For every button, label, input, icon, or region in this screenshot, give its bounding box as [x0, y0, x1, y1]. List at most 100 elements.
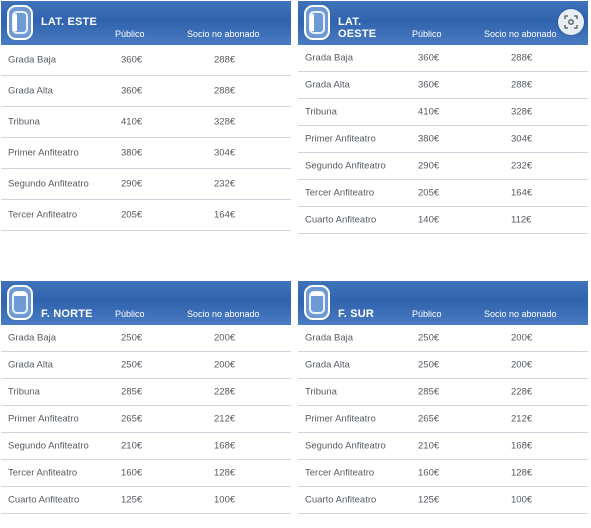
- price-socio: 100€: [511, 494, 533, 506]
- table-row: Segundo Anfiteatro 290€ 232€: [1, 169, 291, 200]
- zone-name: Tribuna: [305, 106, 337, 118]
- price-publico: 360€: [418, 52, 440, 64]
- table-row: Primer Anfiteatro 265€ 212€: [1, 406, 291, 433]
- price-publico: 140€: [418, 214, 440, 226]
- price-publico: 360€: [121, 54, 143, 66]
- stadium-icon: [7, 5, 33, 40]
- price-publico: 125€: [418, 494, 440, 506]
- price-publico: 285€: [121, 386, 143, 398]
- panel-title: F. NORTE: [41, 308, 93, 320]
- table-row: Segundo Anfiteatro 290€ 232€: [298, 153, 588, 180]
- price-publico: 290€: [418, 160, 440, 172]
- price-publico: 210€: [121, 440, 143, 452]
- price-publico: 360€: [418, 79, 440, 91]
- price-publico: 380€: [418, 133, 440, 145]
- table-row: Grada Alta 250€ 200€: [298, 352, 588, 379]
- zone-name: Segundo Anfiteatro: [305, 440, 386, 452]
- table-row: Cuarto Anfiteatro 125€ 100€: [298, 487, 588, 514]
- price-socio: 232€: [214, 178, 236, 190]
- zone-name: Tercer Anfiteatro: [8, 467, 78, 479]
- table-row: Grada Alta 360€ 288€: [1, 76, 291, 107]
- zone-name: Cuarto Anfiteatro: [305, 494, 377, 506]
- table-row: Cuarto Anfiteatro 125€ 100€: [1, 487, 291, 514]
- price-socio: 200€: [214, 332, 236, 344]
- visual-search-icon: [564, 15, 578, 29]
- panel-title: F. SUR: [338, 308, 375, 320]
- price-socio: 288€: [214, 85, 236, 97]
- zone-name: Tribuna: [8, 116, 40, 128]
- zone-name: Segundo Anfiteatro: [8, 178, 89, 190]
- table-row: Grada Alta 360€ 288€: [298, 72, 588, 99]
- column-header-publico: Público: [412, 29, 442, 39]
- zone-name: Primer Anfiteatro: [305, 133, 376, 145]
- zone-name: Primer Anfiteatro: [8, 147, 79, 159]
- zone-name: Grada Alta: [8, 359, 53, 371]
- price-panel-f-norte: F. NORTE Público Socio no abonado Grada …: [1, 281, 291, 514]
- price-socio: 288€: [511, 52, 533, 64]
- price-publico: 210€: [418, 440, 440, 452]
- price-socio: 168€: [214, 440, 236, 452]
- panel-header: LAT. OESTE Público Socio no abonado: [298, 1, 588, 45]
- table-row: Grada Baja 250€ 200€: [298, 325, 588, 352]
- price-publico: 250€: [121, 332, 143, 344]
- price-publico: 410€: [121, 116, 143, 128]
- table-row: Grada Baja 360€ 288€: [298, 45, 588, 72]
- zone-name: Cuarto Anfiteatro: [8, 494, 80, 506]
- price-socio: 328€: [214, 116, 236, 128]
- panel-header: LAT. ESTE Público Socio no abonado: [1, 1, 291, 45]
- price-publico: 380€: [121, 147, 143, 159]
- price-socio: 200€: [511, 359, 533, 371]
- table-row: Segundo Anfiteatro 210€ 168€: [298, 433, 588, 460]
- visual-search-button[interactable]: [558, 9, 584, 35]
- price-socio: 288€: [511, 79, 533, 91]
- price-publico: 160€: [418, 467, 440, 479]
- price-socio: 288€: [214, 54, 236, 66]
- table-row: Tribuna 285€ 228€: [1, 379, 291, 406]
- price-table: Grada Baja 250€ 200€ Grada Alta 250€ 200€ Tr…: [298, 325, 588, 514]
- zone-name: Grada Alta: [305, 359, 350, 371]
- price-publico: 250€: [418, 359, 440, 371]
- zone-name: Primer Anfiteatro: [8, 413, 79, 425]
- zone-name: Tribuna: [305, 386, 337, 398]
- price-socio: 304€: [511, 133, 533, 145]
- table-row: Tercer Anfiteatro 205€ 164€: [1, 200, 291, 231]
- zone-name: Grada Baja: [305, 52, 354, 64]
- zone-name: Tercer Anfiteatro: [8, 209, 78, 221]
- price-table: Grada Baja 360€ 288€ Grada Alta 360€ 288€ Tr…: [1, 45, 291, 231]
- price-panel-lat-este: LAT. ESTE Público Socio no abonado Grada…: [1, 1, 291, 231]
- price-socio: 200€: [511, 332, 533, 344]
- panel-header: F. SUR Público Socio no abonado: [298, 281, 588, 325]
- table-row: Tercer Anfiteatro 205€ 164€: [298, 180, 588, 207]
- price-socio: 128€: [214, 467, 236, 479]
- zone-name: Grada Baja: [8, 332, 57, 344]
- zone-name: Segundo Anfiteatro: [305, 160, 386, 172]
- zone-name: Grada Alta: [8, 85, 53, 97]
- panel-title: LAT. ESTE: [41, 16, 97, 28]
- price-publico: 285€: [418, 386, 440, 398]
- price-publico: 205€: [121, 209, 143, 221]
- price-publico: 360€: [121, 85, 143, 97]
- price-publico: 205€: [418, 187, 440, 199]
- price-socio: 212€: [511, 413, 533, 425]
- price-publico: 410€: [418, 106, 440, 118]
- table-row: Tribuna 410€ 328€: [1, 107, 291, 138]
- price-socio: 212€: [214, 413, 236, 425]
- stadium-icon: [7, 285, 33, 320]
- table-row: Tribuna 285€ 228€: [298, 379, 588, 406]
- panel-title: LAT. OESTE: [338, 16, 377, 40]
- price-panel-f-sur: F. SUR Público Socio no abonado Grada Ba…: [298, 281, 588, 514]
- panel-header: F. NORTE Público Socio no abonado: [1, 281, 291, 325]
- price-socio: 232€: [511, 160, 533, 172]
- table-row: Grada Alta 250€ 200€: [1, 352, 291, 379]
- price-publico: 265€: [121, 413, 143, 425]
- column-header-socio: Socio no abonado: [484, 309, 557, 319]
- price-table: Grada Baja 360€ 288€ Grada Alta 360€ 288€ Tr…: [298, 45, 588, 234]
- table-row: Primer Anfiteatro 380€ 304€: [298, 126, 588, 153]
- price-publico: 250€: [121, 359, 143, 371]
- table-row: Cuarto Anfiteatro 140€ 112€: [298, 207, 588, 234]
- table-row: Grada Baja 360€ 288€: [1, 45, 291, 76]
- price-panel-lat-oeste: LAT. OESTE Público Socio no abonado Grad…: [298, 1, 588, 234]
- table-row: Segundo Anfiteatro 210€ 168€: [1, 433, 291, 460]
- zone-name: Tercer Anfiteatro: [305, 467, 375, 479]
- price-socio: 328€: [511, 106, 533, 118]
